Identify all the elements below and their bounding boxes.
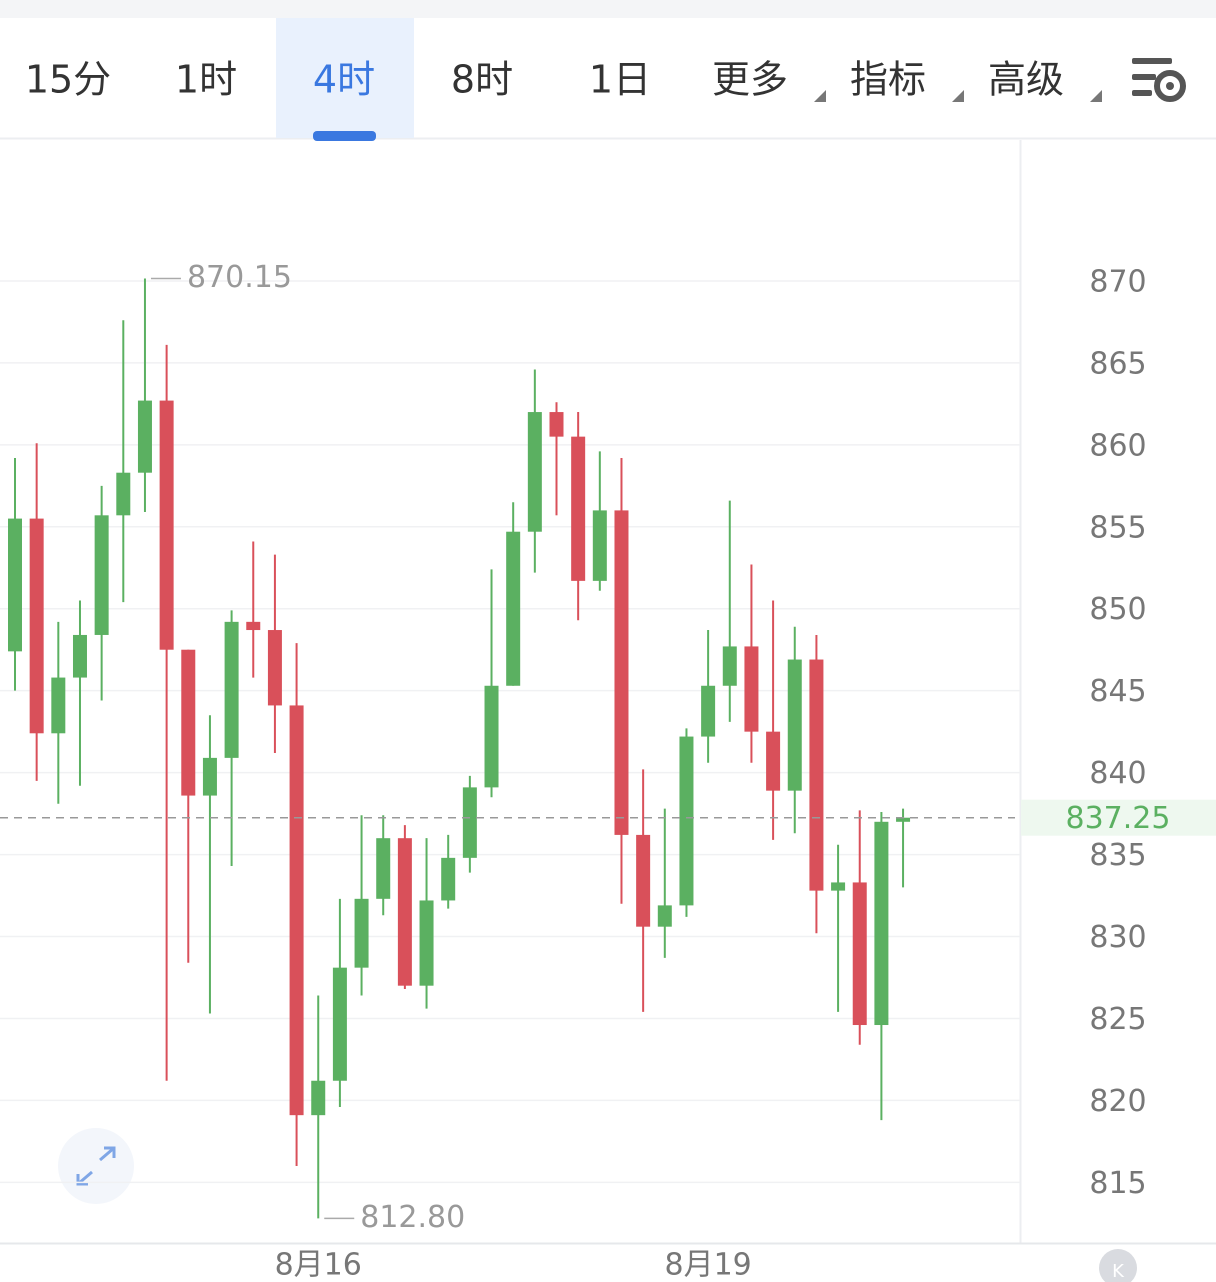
candle-body	[267, 630, 282, 706]
candle-body	[202, 757, 217, 796]
candle-body	[549, 412, 564, 437]
candle-body	[224, 621, 239, 758]
candle-body	[744, 646, 759, 732]
icon-gear-hub	[1166, 82, 1174, 90]
candle-body	[181, 649, 196, 796]
candle-body	[332, 967, 347, 1081]
candle-body	[809, 659, 824, 891]
candle-body	[896, 817, 911, 822]
candle-body	[51, 677, 66, 734]
y-tick-label: 850	[1089, 592, 1146, 627]
last-price-bg	[1021, 799, 1216, 836]
tab-label: 1日	[589, 58, 651, 102]
tab-label: 4时	[313, 58, 375, 102]
dropdown-caret	[952, 90, 964, 102]
candle-body	[159, 400, 174, 650]
tab-label: 更多	[712, 58, 788, 102]
tab[interactable]: 更多	[712, 58, 826, 103]
candle-body	[701, 685, 716, 737]
y-tick-label: 830	[1089, 920, 1146, 955]
candle-body	[94, 515, 109, 635]
candle-body	[766, 731, 781, 791]
tab-label: 高级	[988, 58, 1064, 102]
candle-body	[592, 510, 607, 581]
candle-body	[246, 621, 261, 631]
settings-icon[interactable]	[1132, 58, 1186, 102]
candle-body	[419, 900, 434, 986]
tab[interactable]: 15分	[25, 58, 111, 102]
candle-body	[29, 518, 44, 734]
candle-body	[527, 412, 542, 532]
icon-gear	[1154, 70, 1186, 102]
y-tick-label: 815	[1089, 1166, 1146, 1201]
dropdown-caret	[814, 90, 826, 102]
y-tick-label: 835	[1089, 838, 1146, 873]
candle-body	[397, 838, 412, 986]
candle-body	[722, 646, 737, 686]
y-tick-label: 870	[1089, 264, 1146, 299]
candle-body	[462, 787, 477, 858]
tab[interactable]: 1时	[175, 58, 237, 102]
candle-body	[376, 838, 391, 899]
candle-body	[874, 821, 889, 1026]
expand-button[interactable]	[58, 1128, 134, 1204]
candle-body	[636, 834, 651, 927]
tab[interactable]: 4时	[276, 18, 414, 141]
tab-label: 15分	[25, 58, 111, 102]
y-tick-label: 860	[1089, 428, 1146, 463]
candle-body	[8, 518, 22, 652]
candle-body	[787, 659, 802, 791]
candle-body	[852, 882, 867, 1026]
candle-body	[571, 436, 586, 581]
y-tick-label: 820	[1089, 1084, 1146, 1119]
tab[interactable]: 8时	[451, 58, 513, 102]
y-tick-label: 825	[1089, 1002, 1146, 1037]
candle-body	[441, 857, 456, 901]
extreme-label: 870.15	[187, 260, 292, 295]
tab[interactable]: 1日	[589, 58, 651, 102]
tab[interactable]: 指标	[850, 58, 964, 103]
icon-bar	[1132, 58, 1172, 64]
candle-body	[116, 472, 131, 516]
x-tick-label: 8月19	[664, 1248, 751, 1282]
y-tick-label: 845	[1089, 674, 1146, 709]
tab[interactable]: 高级	[988, 58, 1102, 103]
badge-text: K	[1112, 1261, 1125, 1282]
candle-body	[311, 1080, 326, 1116]
extreme-label: 812.80	[360, 1200, 465, 1235]
candle-body	[72, 634, 87, 678]
y-tick-label: 855	[1089, 510, 1146, 545]
candle-body	[657, 905, 672, 927]
last-price-label: 837.25	[1066, 801, 1171, 836]
candle-body	[614, 510, 629, 835]
dropdown-caret	[1090, 90, 1102, 102]
tab-underline	[313, 131, 376, 141]
tab-label: 指标	[850, 58, 926, 102]
badge-bg	[1099, 1249, 1137, 1282]
tab-active-bg	[276, 18, 414, 138]
expand-icon	[76, 1146, 116, 1186]
candle-body	[289, 705, 304, 1116]
candle-body	[506, 531, 521, 686]
candle-body	[679, 736, 694, 906]
x-tick-label: 8月16	[275, 1248, 362, 1282]
icon-bar	[1132, 90, 1152, 96]
y-tick-label: 840	[1089, 756, 1146, 791]
status-strip	[0, 0, 1216, 18]
candle-body	[137, 400, 152, 473]
candle-body	[831, 882, 846, 891]
candle-body	[484, 685, 499, 788]
tab-label: 8时	[451, 58, 513, 102]
y-tick-label: 865	[1089, 346, 1146, 381]
expand-bg	[58, 1128, 134, 1204]
tab-label: 1时	[175, 58, 237, 102]
icon-bar	[1132, 74, 1156, 80]
candle-body	[354, 898, 369, 968]
